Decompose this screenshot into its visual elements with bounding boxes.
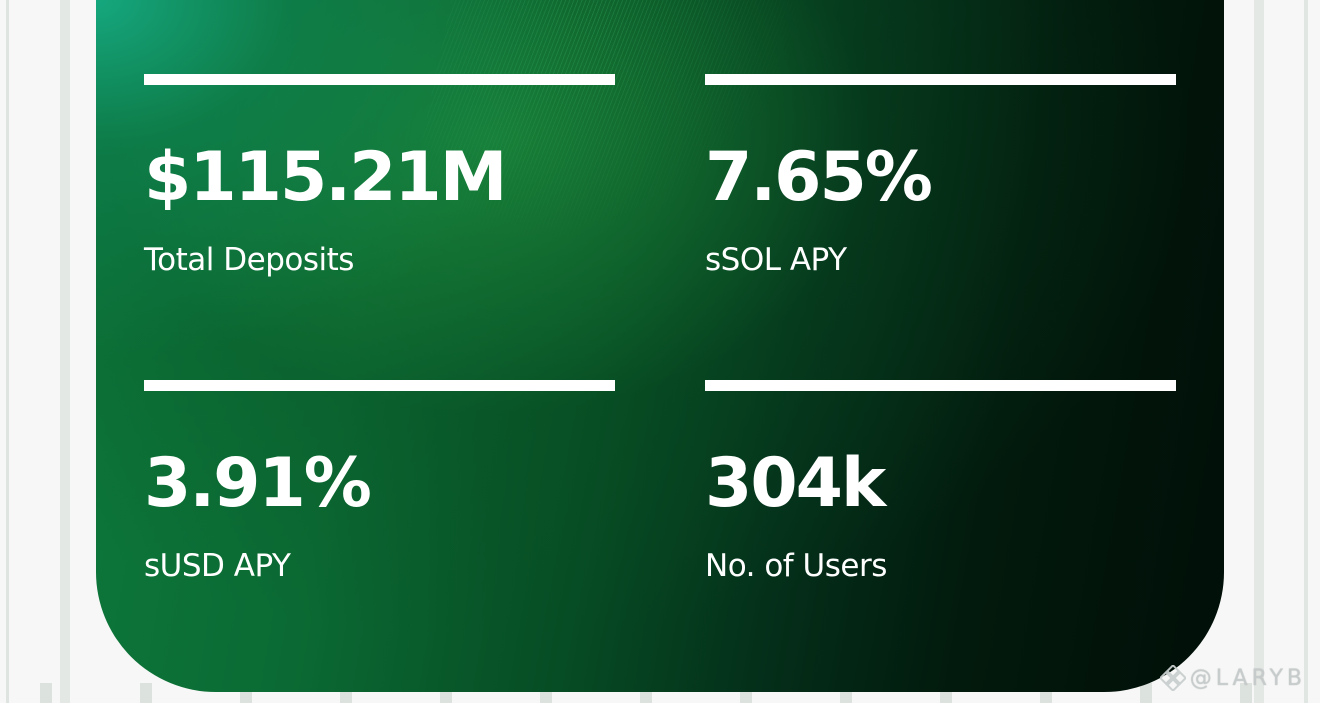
stat-label: Total Deposits [144, 242, 354, 278]
stat-label: No. of Users [705, 548, 887, 584]
stat-value: 304k [705, 444, 886, 523]
watermark-text: @LARYB [1189, 665, 1306, 691]
stat-number-of-users: 304k No. of Users [705, 380, 1176, 606]
stat-divider [705, 74, 1176, 85]
binance-diamond-icon [1159, 665, 1186, 691]
stat-susd-apy: 3.91% sUSD APY [144, 380, 615, 606]
stats-card: $115.21M Total Deposits 7.65% sSOL APY 3… [96, 0, 1224, 692]
stat-value: 3.91% [144, 444, 372, 523]
stat-label: sUSD APY [144, 548, 291, 584]
stats-grid: $115.21M Total Deposits 7.65% sSOL APY 3… [144, 74, 1176, 606]
stat-value: 7.65% [705, 138, 933, 217]
stat-divider [144, 74, 615, 85]
stat-label: sSOL APY [705, 242, 847, 278]
watermark: @LARYB [1159, 665, 1306, 691]
stat-divider [144, 380, 615, 391]
background-stripes-right [1224, 0, 1320, 703]
stat-total-deposits: $115.21M Total Deposits [144, 74, 615, 300]
stat-divider [705, 380, 1176, 391]
stat-ssol-apy: 7.65% sSOL APY [705, 74, 1176, 300]
stat-value: $115.21M [144, 138, 507, 217]
